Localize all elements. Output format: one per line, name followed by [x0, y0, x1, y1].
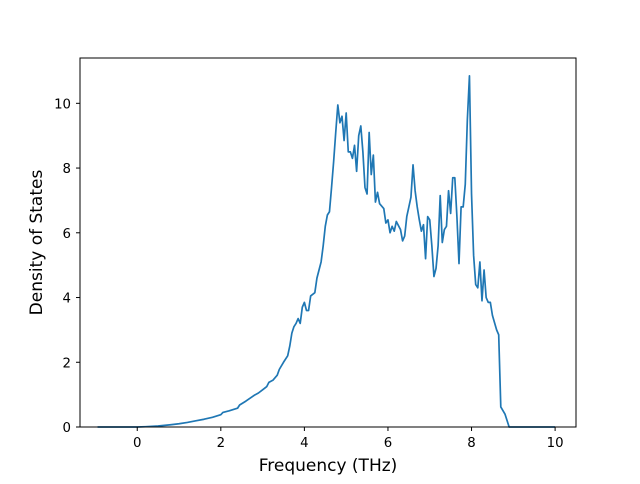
- y-tick-label: 0: [63, 421, 71, 436]
- axis-ticks: 0 2 4 6 8 10 0 2 4 6 8 10: [54, 97, 563, 451]
- x-tick-label: 0: [133, 436, 141, 451]
- y-tick-label: 8: [63, 162, 71, 177]
- y-axis-label: Density of States: [27, 170, 47, 316]
- plot-area: [97, 74, 556, 428]
- axes-frame: [79, 57, 577, 428]
- dos-series-line: [97, 74, 556, 428]
- y-tick-label: 6: [63, 227, 71, 242]
- y-tick-label: 4: [63, 292, 71, 307]
- x-tick-label: 6: [384, 436, 392, 451]
- x-tick-label: 10: [547, 436, 564, 451]
- x-axis-label: Frequency (THz): [259, 456, 398, 476]
- x-tick-label: 2: [217, 436, 225, 451]
- y-tick-label: 10: [54, 97, 71, 112]
- y-tick-label: 2: [63, 356, 71, 371]
- x-tick-label: 8: [467, 436, 475, 451]
- x-tick-label: 4: [300, 436, 308, 451]
